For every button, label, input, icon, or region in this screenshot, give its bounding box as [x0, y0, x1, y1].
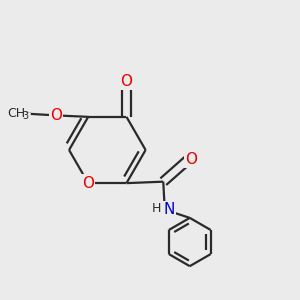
- Text: O: O: [50, 108, 62, 123]
- Text: O: O: [82, 176, 94, 190]
- Text: methoxy: methoxy: [20, 113, 27, 115]
- Text: methoxy: methoxy: [26, 112, 32, 113]
- Text: O: O: [121, 74, 133, 89]
- Text: CH: CH: [7, 107, 25, 120]
- Text: N: N: [164, 202, 175, 217]
- Text: 3: 3: [22, 111, 28, 121]
- Text: O: O: [185, 152, 197, 167]
- Text: H: H: [152, 202, 161, 215]
